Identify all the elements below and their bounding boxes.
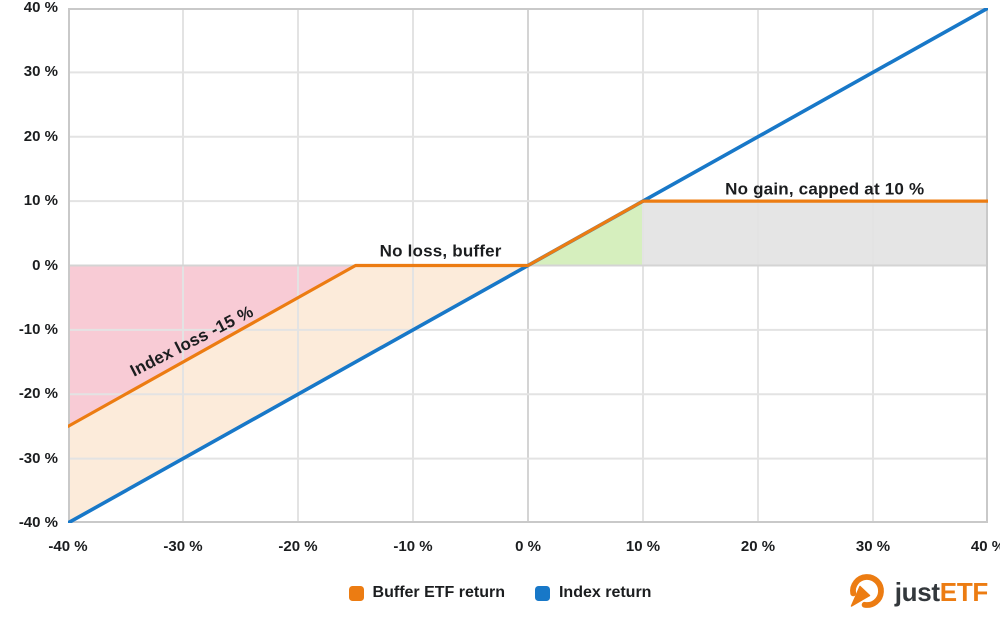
x-tick-label: -30 % bbox=[163, 538, 203, 555]
legend-label: Buffer ETF return bbox=[372, 584, 505, 601]
x-tick-label: -20 % bbox=[278, 538, 318, 555]
legend-label: Index return bbox=[558, 584, 652, 601]
series-line-buffer-etf-return bbox=[68, 199, 988, 428]
annotation-no-loss-buffer: No loss, buffer bbox=[380, 241, 502, 260]
y-tick-label: 40 % bbox=[23, 0, 58, 16]
y-tick-label: 20 % bbox=[23, 127, 58, 145]
y-tick-label: -40 % bbox=[18, 514, 58, 531]
logo-text-just: just bbox=[894, 577, 940, 607]
legend-item-buffer-etf-return[interactable]: Buffer ETF return bbox=[348, 584, 505, 602]
justetf-logo: justETF bbox=[848, 572, 988, 612]
logo-text-etf: ETF bbox=[939, 577, 989, 607]
y-tick-label: 30 % bbox=[23, 63, 58, 81]
justetf-gauge-icon bbox=[849, 574, 884, 608]
x-tick-label: 10 % bbox=[625, 538, 661, 555]
annotation-no-gain-capped-at-10: No gain, capped at 10 % bbox=[725, 180, 924, 199]
x-tick-label: 40 % bbox=[970, 538, 1000, 555]
legend-swatch-buffer-etf-return bbox=[348, 585, 364, 601]
y-tick-label: -20 % bbox=[18, 385, 58, 403]
gridlines bbox=[68, 8, 988, 523]
legend-item-index-return[interactable]: Index return bbox=[534, 584, 652, 602]
y-tick-label: -30 % bbox=[18, 449, 58, 467]
x-tick-label: 0 % bbox=[515, 538, 541, 555]
x-tick-label: -40 % bbox=[48, 538, 88, 555]
y-tick-label: 0 % bbox=[32, 256, 58, 274]
x-tick-label: 30 % bbox=[855, 538, 891, 555]
legend-swatch-index-return bbox=[534, 585, 550, 601]
plot-border bbox=[68, 8, 988, 523]
capped-gain-region bbox=[643, 201, 988, 266]
legend: Buffer ETF return Index return bbox=[0, 584, 1000, 602]
justetf-wordmark: justETF bbox=[894, 572, 989, 612]
y-tick-label: -10 % bbox=[18, 320, 58, 338]
x-tick-label: -10 % bbox=[393, 538, 433, 555]
y-tick-label: 10 % bbox=[23, 192, 58, 210]
x-tick-label: 20 % bbox=[740, 538, 776, 555]
